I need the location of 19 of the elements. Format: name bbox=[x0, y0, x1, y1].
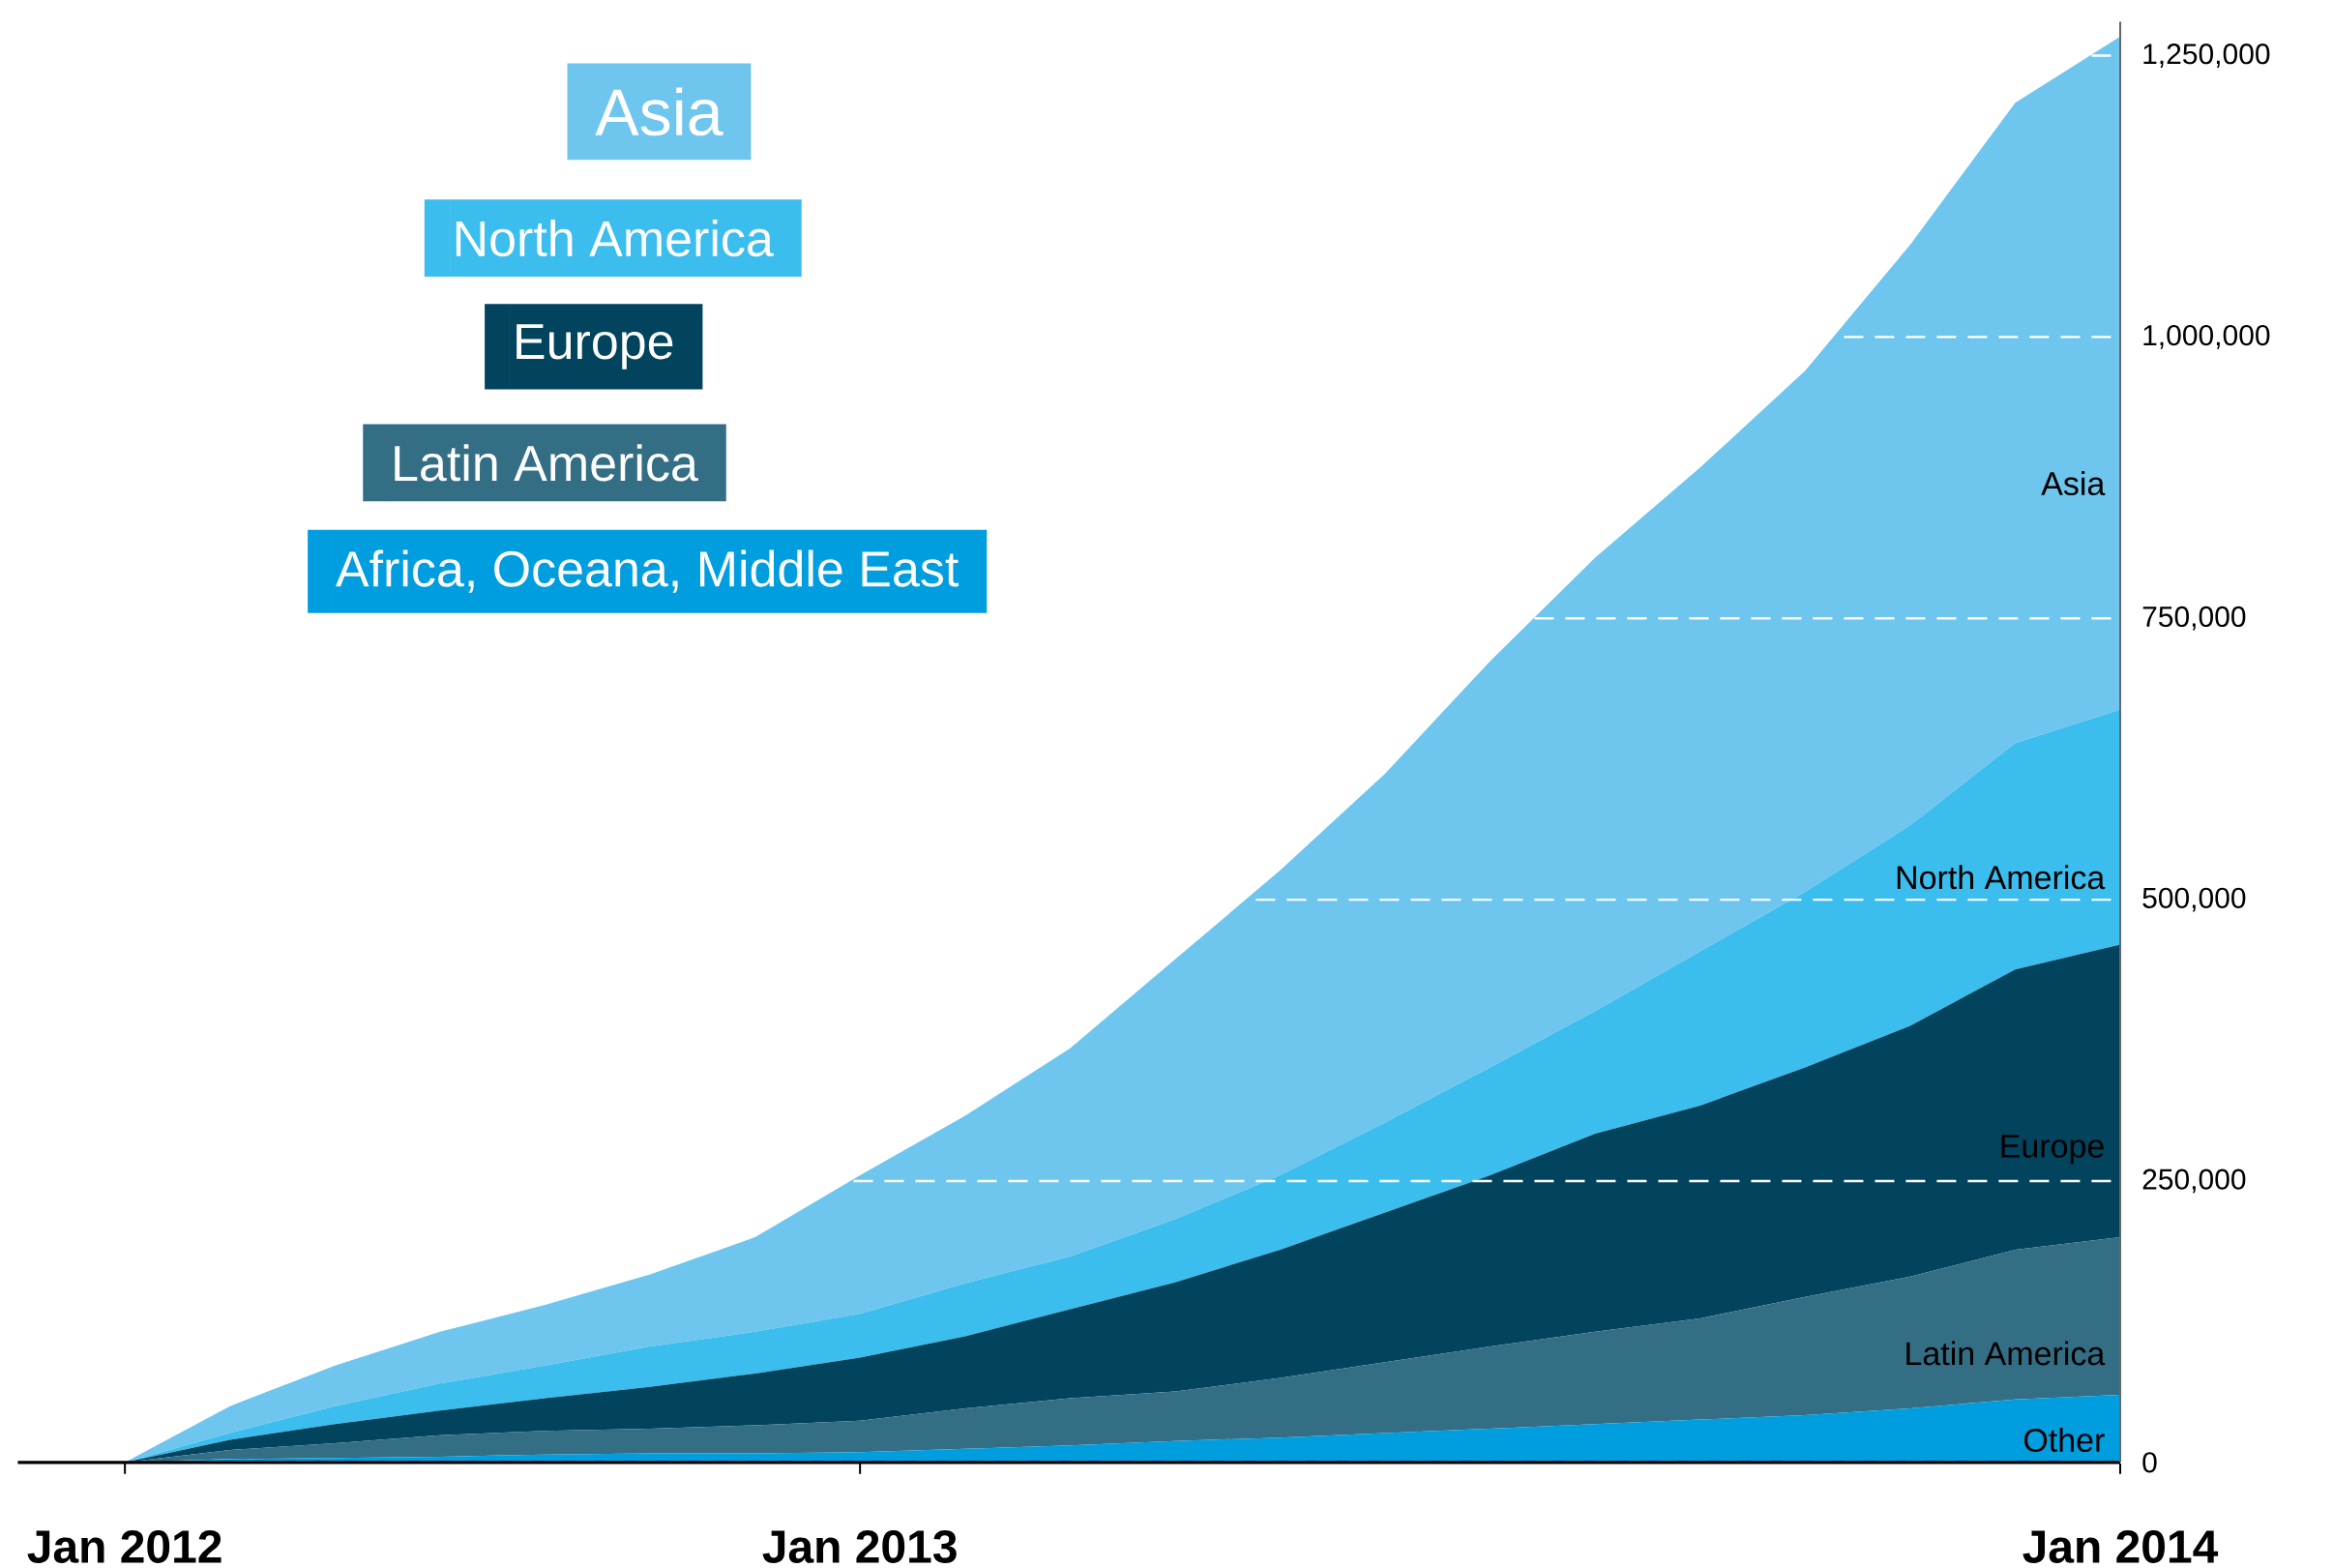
annotation: Asia bbox=[2041, 471, 2106, 496]
annotation: North America bbox=[1897, 865, 2106, 890]
x-tick-label: Jan 2012 bbox=[27, 1529, 221, 1563]
legend-label: Africa, Oceana, Middle East bbox=[336, 549, 959, 593]
annotation: Other bbox=[2023, 1428, 2105, 1452]
y-tick-label: 500,000 bbox=[2142, 887, 2246, 912]
annotation: Europe bbox=[2001, 1135, 2104, 1165]
y-tick-label: 1,000,000 bbox=[2143, 324, 2270, 349]
legend-label: North America bbox=[456, 220, 774, 257]
x-tick-label: Jan 2014 bbox=[2023, 1529, 2219, 1563]
y-tick-label: 1,250,000 bbox=[2143, 44, 2270, 68]
legend-label: Latin America bbox=[395, 444, 698, 482]
legend-label: Europe bbox=[517, 324, 673, 370]
annotation: Latin America bbox=[1906, 1341, 2106, 1366]
y-tick-label: 750,000 bbox=[2142, 606, 2246, 631]
legend-label: Asia bbox=[595, 87, 724, 136]
y-tick-label: 0 bbox=[2142, 1452, 2157, 1473]
x-tick-label: Jan 2013 bbox=[762, 1529, 957, 1564]
y-tick-label: 250,000 bbox=[2142, 1169, 2246, 1194]
